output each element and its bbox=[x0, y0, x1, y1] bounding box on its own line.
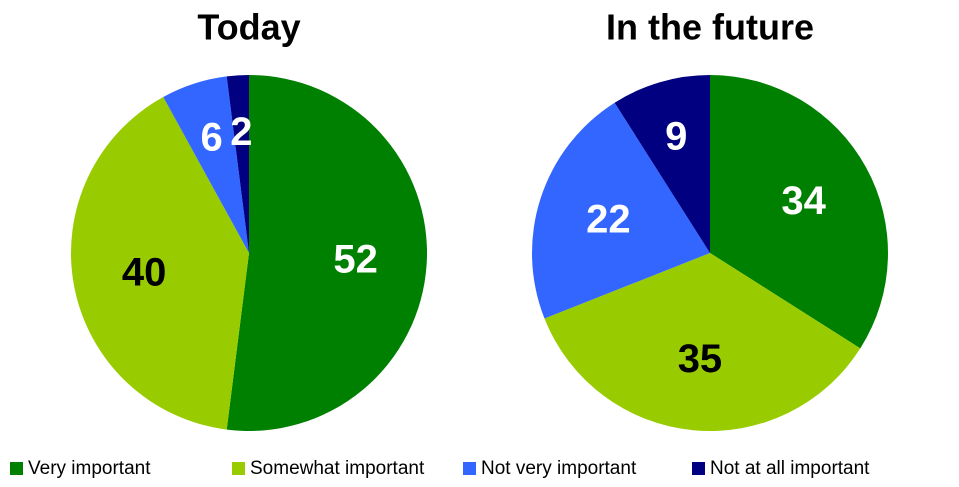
legend-swatch bbox=[232, 462, 245, 475]
pie-slice bbox=[544, 253, 861, 431]
value-label: 6 bbox=[200, 115, 222, 159]
legend-swatch bbox=[692, 462, 705, 475]
pie-slice bbox=[226, 75, 428, 432]
value-label: 2 bbox=[230, 110, 252, 154]
pie-slice bbox=[710, 75, 888, 349]
legend-label: Not at all important bbox=[710, 458, 870, 479]
value-label: 22 bbox=[586, 198, 631, 242]
value-label: 35 bbox=[678, 337, 723, 381]
value-label: 9 bbox=[665, 114, 687, 158]
legend-swatch bbox=[10, 462, 23, 475]
pie-slice bbox=[163, 76, 249, 253]
pie-slice bbox=[226, 75, 249, 253]
legend-label: Somewhat important bbox=[250, 458, 425, 479]
legend-swatch bbox=[463, 462, 476, 475]
pie-slice bbox=[614, 75, 710, 253]
value-label: 34 bbox=[781, 179, 826, 223]
legend-label: Very important bbox=[28, 458, 151, 479]
chart-title: Today bbox=[197, 7, 300, 48]
pie-slice bbox=[532, 102, 710, 319]
legend-label: Not very important bbox=[481, 458, 637, 479]
chart-title: In the future bbox=[606, 7, 814, 48]
value-label: 40 bbox=[122, 251, 167, 295]
pie-slice bbox=[71, 97, 249, 430]
value-label: 52 bbox=[333, 237, 378, 281]
